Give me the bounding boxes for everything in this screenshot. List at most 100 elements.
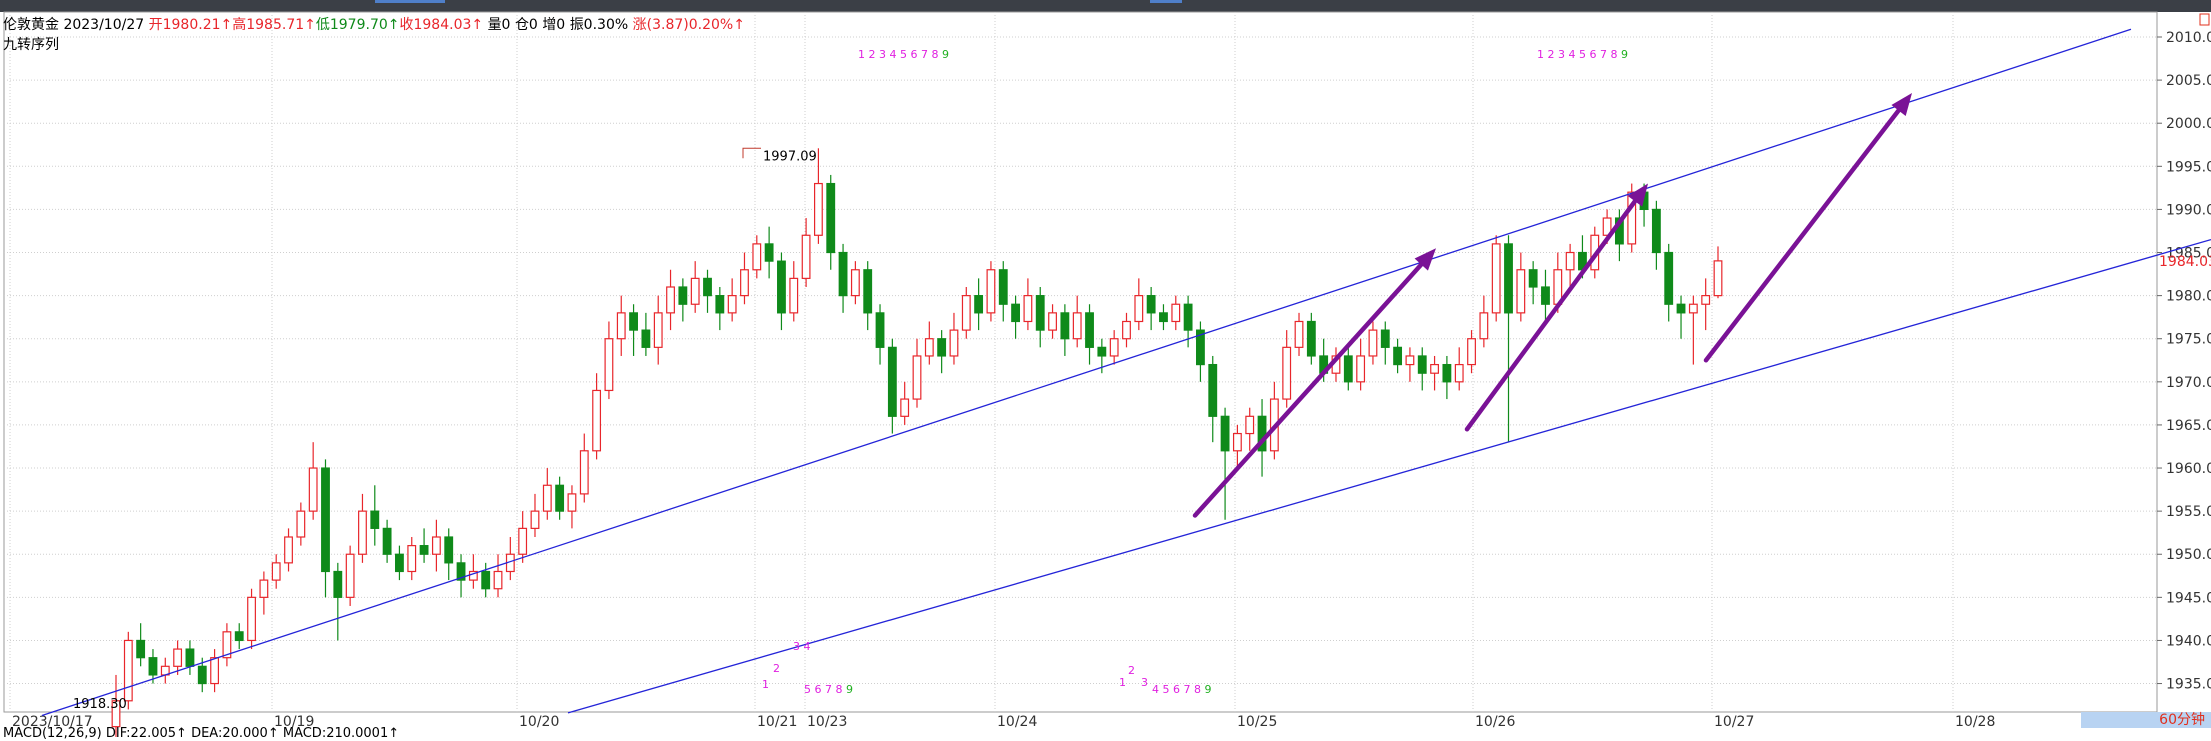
sequence-nine: 9 [1621,48,1628,61]
sequence-digits: 1 [1119,676,1126,689]
candle-down [370,510,380,529]
sequence-nine: 9 [942,48,949,61]
candle-up [752,243,762,271]
candle-up [1023,295,1033,323]
y-tick-label: 1950.00 [2166,547,2211,563]
candle-up [173,648,183,667]
y-tick-label: 2005.00 [2166,73,2211,89]
candle-up [961,295,971,331]
candle-up [345,553,355,598]
quote-date: 2023/10/27 [63,17,145,33]
increase-value: 增0 [542,17,566,33]
candle-up [813,182,823,236]
y-tick-label: 1995.00 [2166,159,2211,175]
candle-up [247,596,256,642]
nine-sequence-label: 1 2 3 4 5 6 7 8 9 [858,48,949,61]
x-tick-label: 10/21 [757,714,797,730]
candle-down [1085,312,1094,348]
sequence-digits: 5 6 7 8 [804,683,846,696]
candle-up [727,295,737,314]
candle-up [493,570,503,590]
high-value: 高1985.71↑ [232,17,316,33]
candle-down [998,269,1008,305]
candle-up [1627,191,1637,245]
arrow-head [1627,183,1648,207]
nine-sequence-label: 3 [1141,676,1148,689]
candle-down [875,312,885,348]
candle-down [1528,269,1538,288]
candle-down [136,639,146,659]
candle-up [284,536,293,564]
candle-down [1035,295,1045,331]
instrument-name: 伦敦黄金 [3,17,59,33]
top-tab-indicator-1[interactable] [375,0,445,3]
candle-down [777,260,786,314]
candle-down [826,182,836,254]
sequence-digits: 1 2 3 4 5 6 7 8 [1537,48,1621,61]
sequence-digits: 3 [1141,676,1148,689]
candle-down [148,657,158,676]
sequence-digits: 2 [773,662,780,675]
nine-sequence-label: 1 2 3 4 5 6 7 8 9 [1537,48,1628,61]
candle-down [481,570,491,590]
nine-sequence-label: 2 [773,662,780,675]
candle-up [1688,303,1698,314]
candle-down [629,312,638,331]
candle-up [1109,338,1119,357]
last-price-label: 1984.03 [2159,254,2211,270]
candle-down [444,536,454,564]
x-tick-label: 10/23 [807,714,847,730]
candle-down [321,467,330,573]
nine-sequence-label: 1 [1119,676,1126,689]
x-tick-label: 10/25 [1237,714,1277,730]
candle-down [333,570,343,598]
candle-up [1232,432,1242,452]
candle-up [358,510,367,555]
candle-down [234,631,244,642]
trend-line [567,238,2211,714]
nine-sequence-label: 3 4 [793,640,811,653]
candle-down [937,338,947,357]
candle-down [1504,243,1513,314]
candle-up [1713,260,1723,297]
candle-up [1282,346,1292,400]
candle-down [456,562,466,581]
open-value: 开1980.21↑ [148,17,233,33]
low-annotation: 1918.30 [73,697,127,712]
candle-up [912,355,922,400]
candle-up [518,527,528,555]
candle-up [407,545,417,573]
candle-up [1134,295,1144,323]
candle-up [666,286,675,314]
candle-down [1306,320,1316,357]
candle-up [542,484,552,512]
candle-up [1245,415,1255,435]
y-tick-label: 1955.00 [2166,504,2211,520]
candle-down [715,295,725,314]
candle-down [1146,295,1156,314]
high-annotation: 1997.09 [763,149,817,164]
top-tab-indicator-2[interactable] [1150,0,1182,3]
candle-up [604,338,614,392]
candle-down [1343,355,1353,383]
y-tick-label: 1960.00 [2166,461,2211,477]
high-marker [742,147,761,159]
x-tick-label: 2023/10/17 [12,714,93,730]
timeframe-badge[interactable]: 60分钟 [2081,712,2211,728]
candle-up [690,277,700,305]
nine-sequence-label: 4 5 6 7 8 9 [1152,683,1211,696]
sequence-digits: 3 4 [793,640,811,653]
candle-up [259,579,269,598]
candle-up [653,312,663,348]
candle-up [1565,251,1575,271]
plot-frame [3,11,2158,713]
arrow-head [1414,248,1436,271]
candle-down [1380,329,1390,348]
candle-down [1196,329,1205,366]
candle-down [887,346,897,417]
trend-line [41,28,2132,717]
candle-up [1701,295,1711,305]
candle-down [1208,363,1218,417]
close-value: 收1984.03↑ [399,17,484,33]
